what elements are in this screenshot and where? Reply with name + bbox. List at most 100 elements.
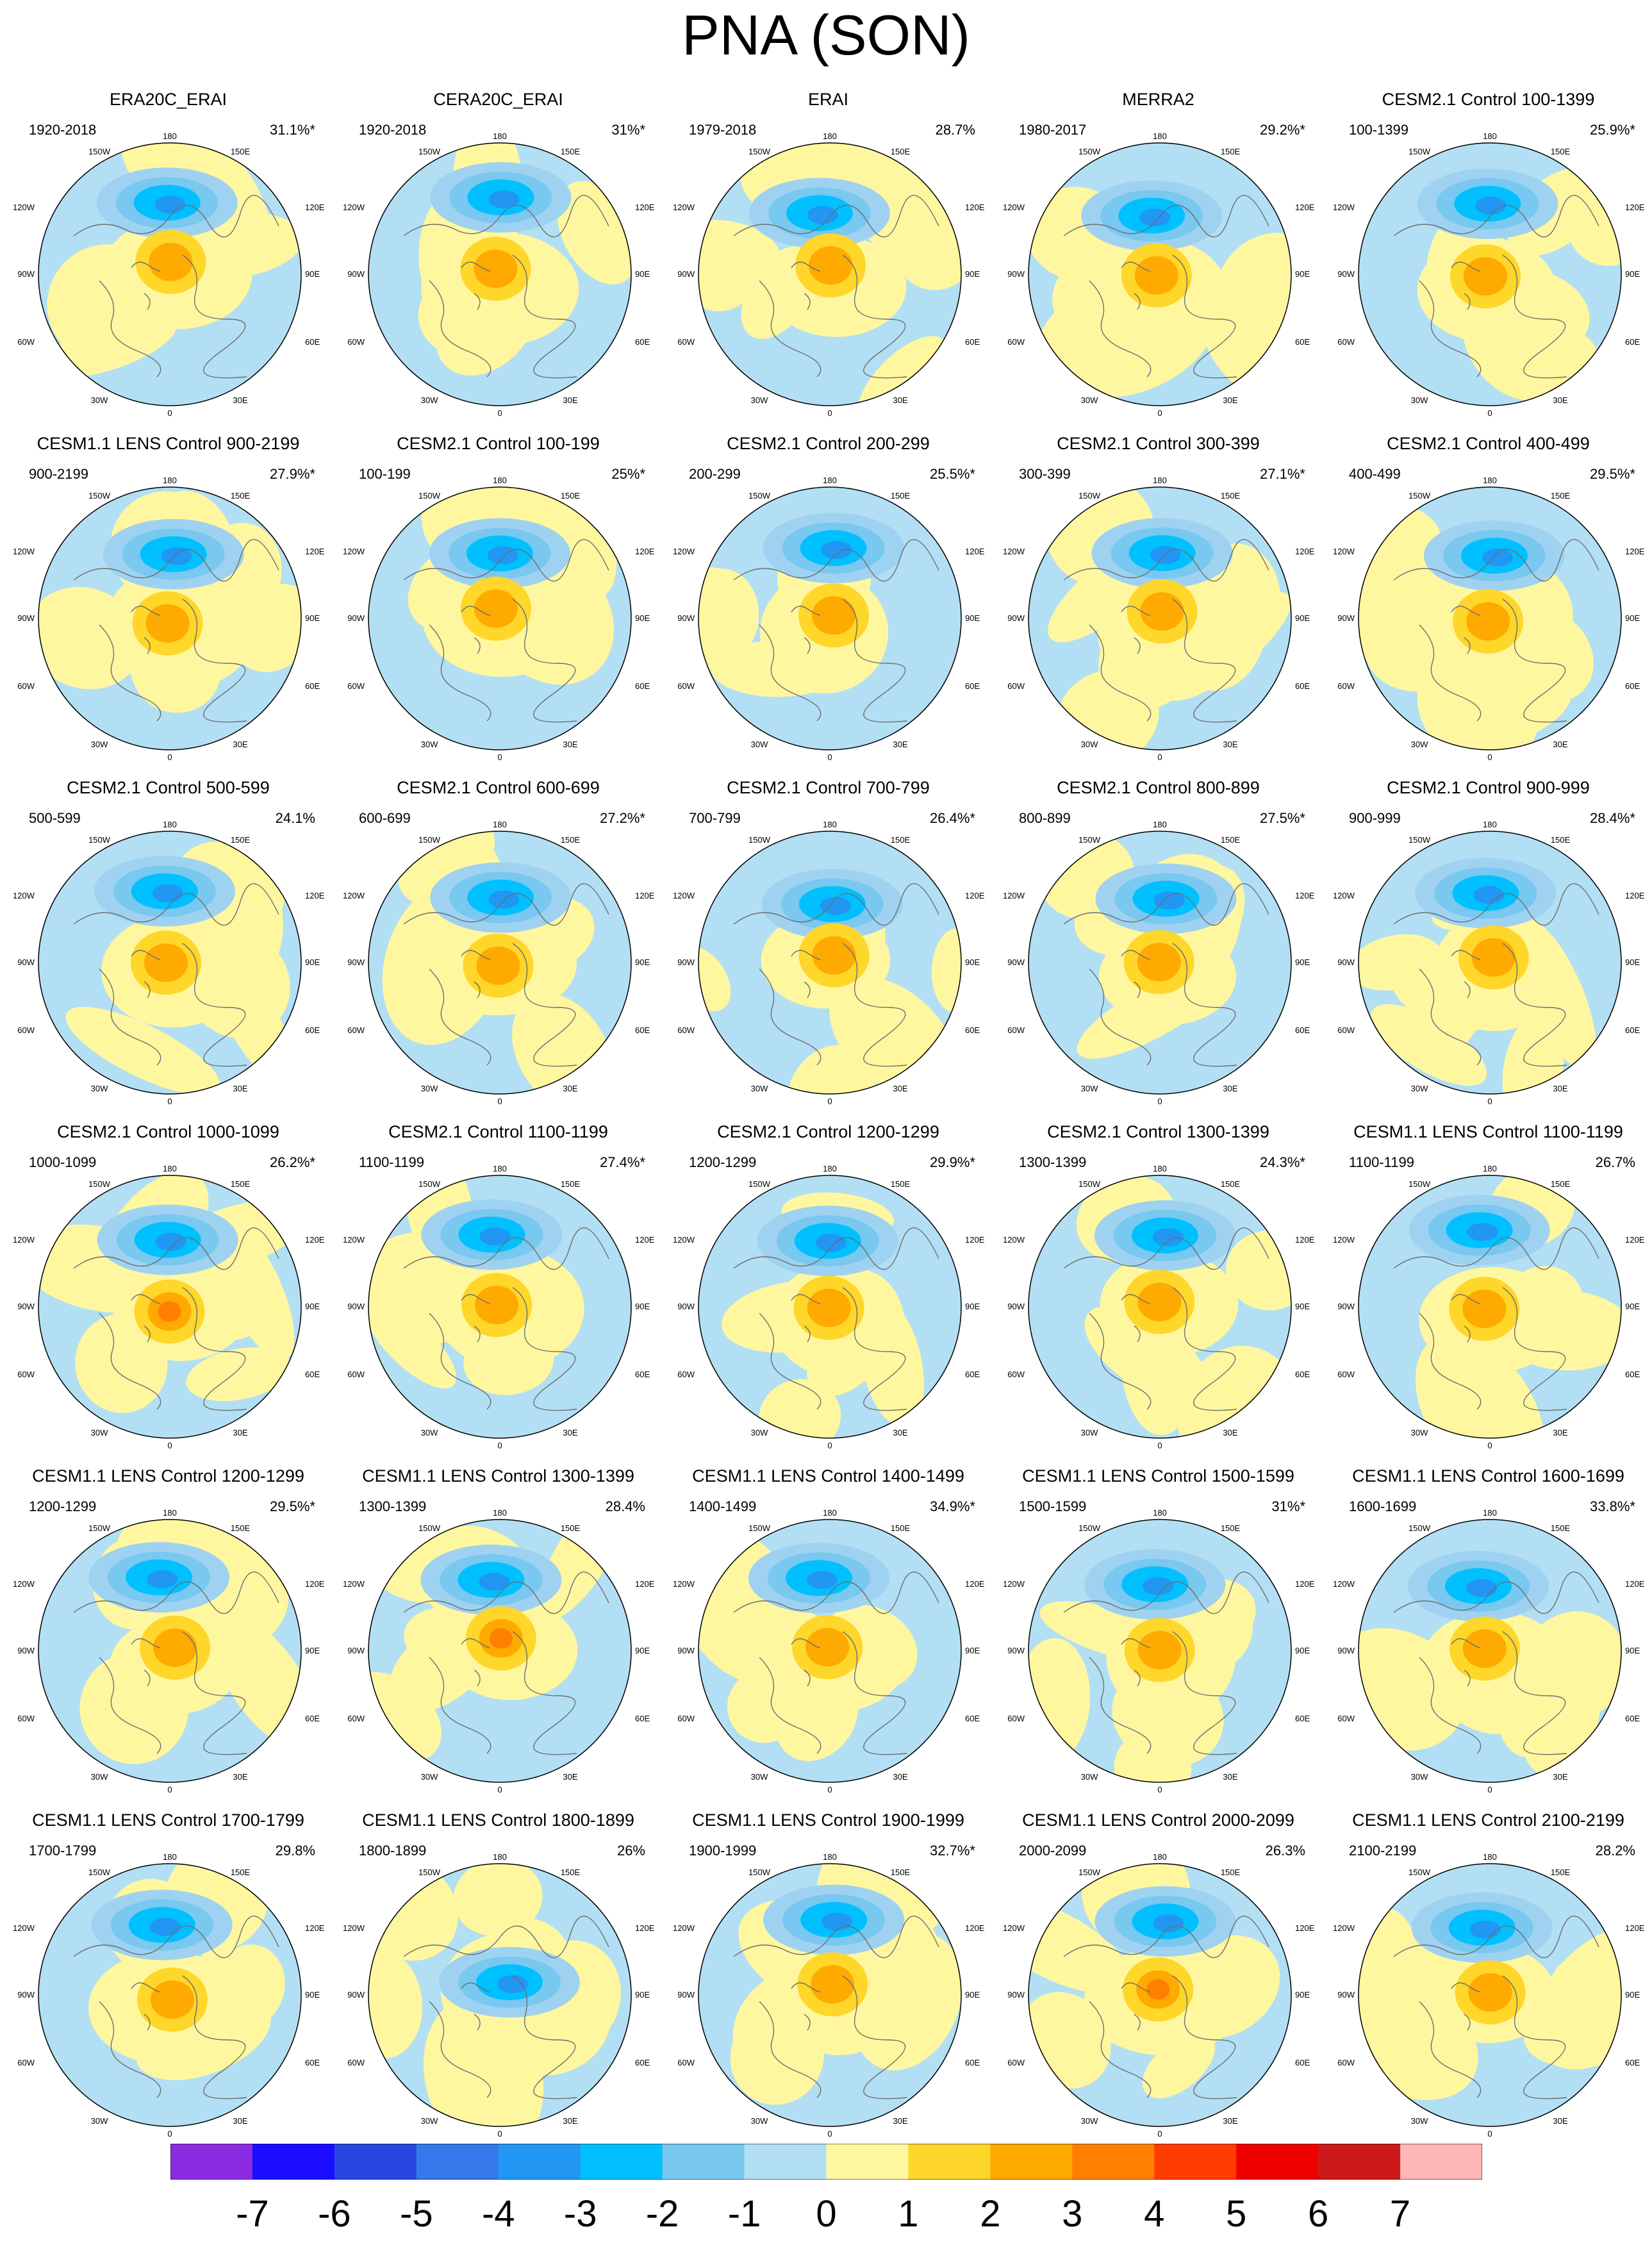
longitude-label: 150E	[1221, 835, 1241, 845]
longitude-label: 60W	[347, 1370, 365, 1379]
longitude-label: 30W	[1411, 740, 1428, 749]
polar-map: 180 0 150W 150E 120W 120E 90W 90E 60W 60E 30W 30E	[1333, 1852, 1645, 2139]
longitude-label: 120W	[673, 203, 695, 212]
map-frame	[1358, 831, 1622, 1095]
map-panel: CESM2.1 Control 200-299 200-299 25.5%* 180 0…	[663, 421, 993, 764]
longitude-label: 90W	[1007, 957, 1025, 967]
longitude-label: 150E	[231, 1179, 251, 1189]
longitude-label: 0	[1487, 1441, 1492, 1450]
longitude-label: 30W	[1081, 1084, 1098, 1093]
panel-title: CESM2.1 Control 1200-1299	[717, 1122, 939, 1141]
longitude-label: 150E	[231, 491, 251, 501]
colorbar-swatch	[498, 2144, 581, 2180]
longitude-label: 60W	[1337, 337, 1355, 347]
longitude-label: 0	[1157, 2129, 1162, 2139]
longitude-label: 150W	[88, 1523, 111, 1533]
panel-variance-percent: 29.2%*	[1260, 122, 1305, 138]
longitude-label: 150W	[1408, 147, 1431, 156]
longitude-label: 60E	[305, 681, 320, 691]
panel-title: CESM2.1 Control 600-699	[397, 778, 600, 797]
longitude-label: 60W	[677, 337, 695, 347]
positive-anomaly-region	[231, 584, 301, 672]
longitude-label: 30E	[563, 740, 577, 749]
longitude-label: 60E	[1625, 1025, 1640, 1035]
longitude-label: 60E	[1295, 681, 1310, 691]
longitude-label: 90W	[677, 613, 695, 623]
negative-anomaly-core	[155, 1232, 186, 1251]
longitude-label: 120W	[1003, 203, 1025, 212]
negative-anomaly-core	[1466, 1578, 1498, 1597]
panel-period: 600-699	[359, 810, 411, 826]
longitude-label: 0	[1157, 1097, 1162, 1106]
longitude-label: 60E	[305, 1714, 320, 1723]
longitude-label: 90W	[677, 1302, 695, 1311]
colorbar-tick-label: -6	[318, 2193, 351, 2235]
panel-title: CESM2.1 Control 500-599	[67, 778, 270, 797]
panel-period: 2000-2099	[1019, 1843, 1087, 1859]
panel-period: 800-899	[1019, 810, 1071, 826]
polar-map: 180 0 150W 150E 120W 120E 90W 90E 60W 60E 30W 30E	[1003, 131, 1315, 418]
longitude-label: 120W	[1003, 1235, 1025, 1245]
longitude-label: 60E	[965, 1025, 980, 1035]
longitude-label: 180	[493, 820, 507, 829]
positive-anomaly-peak	[1146, 1979, 1170, 2000]
positive-anomaly-region	[453, 1864, 543, 1937]
panel-period: 1600-1699	[1349, 1498, 1417, 1514]
panel-title: CESM2.1 Control 300-399	[1057, 434, 1260, 453]
positive-anomaly-region	[186, 1347, 292, 1402]
longitude-label: 150W	[1078, 1868, 1101, 1877]
colorbar-tick-label: 0	[816, 2193, 837, 2235]
longitude-label: 150W	[748, 835, 771, 845]
panel-period: 1300-1399	[1019, 1154, 1087, 1170]
longitude-label: 150E	[561, 147, 581, 156]
positive-anomaly-region	[65, 1007, 220, 1094]
map-panel: CESM1.1 LENS Control 1400-1499 1400-1499 3…	[663, 1454, 993, 1796]
map-frame	[38, 1519, 302, 1783]
longitude-label: 150W	[418, 147, 441, 156]
coastlines	[73, 1571, 279, 1755]
coastlines	[1063, 1571, 1269, 1755]
longitude-label: 60W	[1337, 1714, 1355, 1723]
longitude-label: 150E	[891, 1523, 911, 1533]
longitude-label: 120E	[635, 891, 655, 900]
longitude-label: 120E	[1295, 1579, 1315, 1589]
longitude-label: 90W	[17, 613, 35, 623]
longitude-label: 60W	[1337, 1370, 1355, 1379]
coastlines	[403, 539, 609, 723]
longitude-label: 60E	[1625, 337, 1640, 347]
longitude-label: 90W	[347, 1302, 365, 1311]
longitude-label: 30E	[1553, 1428, 1567, 1437]
panel-title: CESM1.1 LENS Control 2000-2099	[1022, 1810, 1294, 1830]
longitude-label: 120W	[343, 1579, 365, 1589]
panel-title: CERA20C_ERAI	[433, 90, 563, 109]
panel-title: CESM2.1 Control 1000-1099	[57, 1122, 279, 1141]
coastlines	[733, 1571, 939, 1755]
longitude-label: 180	[1153, 1508, 1167, 1518]
longitude-label: 30W	[751, 2116, 768, 2126]
longitude-label: 150W	[418, 1523, 441, 1533]
polar-map: 180 0 150W 150E 120W 120E 90W 90E 60W 60E 30W 30E	[13, 1852, 325, 2139]
longitude-label: 120E	[305, 547, 325, 556]
longitude-label: 150E	[561, 1523, 581, 1533]
longitude-label: 120W	[13, 1579, 35, 1589]
coastlines	[1393, 539, 1599, 723]
map-frame	[698, 142, 962, 406]
longitude-label: 120W	[1003, 1923, 1025, 1933]
map-frame	[698, 831, 962, 1095]
longitude-label: 120W	[1333, 1579, 1355, 1589]
coastlines	[1393, 1571, 1599, 1755]
panel-title: CESM2.1 Control 1300-1399	[1047, 1122, 1269, 1141]
longitude-label: 90E	[305, 1302, 320, 1311]
longitude-label: 60E	[635, 681, 650, 691]
longitude-label: 60W	[347, 337, 365, 347]
negative-anomaly-core	[488, 190, 520, 209]
longitude-label: 150W	[748, 147, 771, 156]
panel-period: 1400-1499	[689, 1498, 757, 1514]
panel-variance-percent: 28.4%*	[1590, 810, 1635, 826]
colorbar-swatch	[252, 2144, 335, 2180]
positive-anomaly-core	[474, 249, 518, 288]
longitude-label: 180	[1483, 1852, 1497, 1862]
colorbar-swatch	[1154, 2144, 1237, 2180]
negative-anomaly-core	[487, 546, 518, 565]
longitude-label: 30W	[1411, 1084, 1428, 1093]
